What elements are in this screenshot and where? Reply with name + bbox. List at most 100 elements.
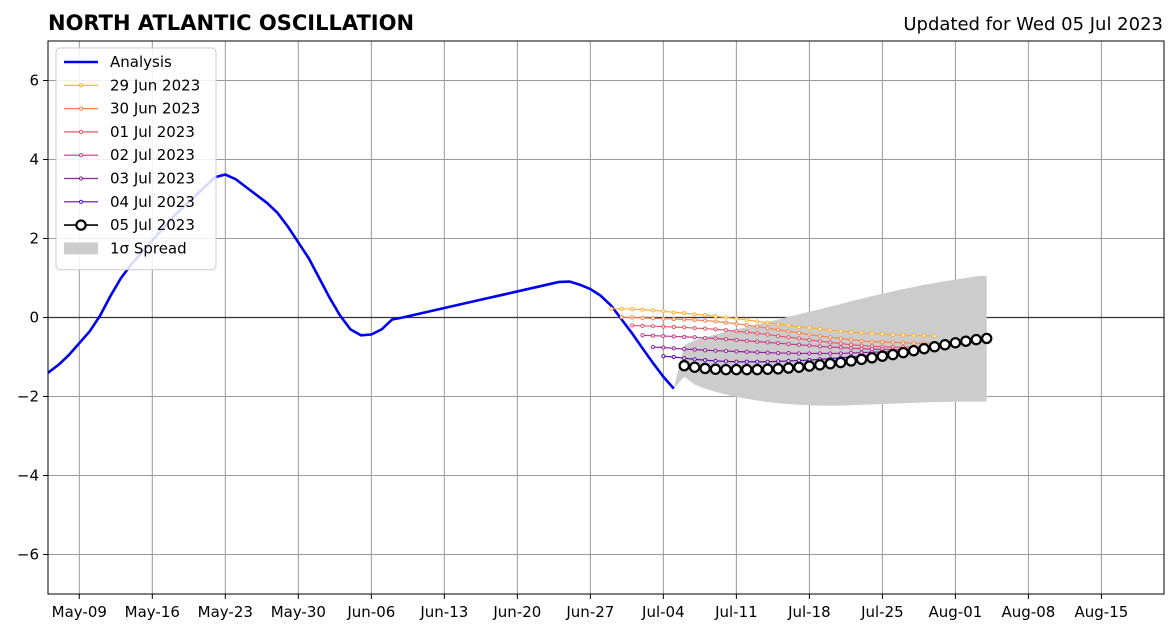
forecast-point-03-jul-2023 (765, 350, 770, 355)
y-tick-label: −6 (17, 546, 39, 564)
plot-series-group (48, 173, 993, 406)
forecast-point-05-jul-2023 (876, 350, 889, 362)
forecast-point-01-jul-2023 (713, 327, 718, 332)
forecast-point-04-jul-2023 (786, 358, 791, 364)
forecast-point-29-jun-2023 (817, 326, 822, 332)
forecast-point-05-jul-2023 (814, 359, 826, 371)
forecast-point-01-jul-2023 (682, 325, 687, 330)
forecast-point-30-jun-2023 (629, 315, 635, 320)
forecast-point-05-jul-2023 (803, 360, 816, 372)
forecast-point-02-jul-2023 (807, 343, 812, 348)
legend-marker-30-jun-2023 (78, 106, 84, 111)
chart-subtitle: Updated for Wed 05 Jul 2023 (903, 14, 1163, 35)
forecast-point-05-jul-2023 (970, 333, 982, 346)
forecast-point-02-jul-2023 (838, 345, 843, 350)
forecast-point-04-jul-2023 (775, 359, 781, 364)
forecast-point-02-jul-2023 (859, 346, 864, 351)
forecast-point-29-jun-2023 (911, 333, 916, 338)
forecast-point-03-jul-2023 (702, 348, 708, 353)
legend-marker-29-jun-2023 (78, 83, 84, 88)
forecast-point-05-jul-2023 (730, 363, 743, 376)
forecast-point-05-jul-2023 (960, 335, 972, 347)
legend-label-01-jul-2023: 01 Jul 2023 (110, 123, 195, 141)
forecast-point-30-jun-2023 (671, 316, 676, 322)
forecast-point-05-jul-2023 (907, 344, 920, 357)
forecast-point-30-jun-2023 (765, 326, 770, 331)
forecast-point-01-jul-2023 (650, 324, 656, 329)
forecast-point-05-jul-2023 (793, 361, 805, 373)
forecast-point-04-jul-2023 (692, 357, 697, 362)
forecast-point-02-jul-2023 (765, 340, 770, 345)
forecast-point-01-jul-2023 (755, 331, 760, 336)
legend-label-04-jul-2023: 04 Jul 2023 (110, 193, 195, 211)
chart-title: NORTH ATLANTIC OSCILLATION (48, 11, 414, 35)
x-tick-label: Jun-06 (346, 603, 395, 621)
forecast-point-04-jul-2023 (713, 358, 718, 364)
forecast-point-30-jun-2023 (911, 341, 916, 346)
forecast-point-29-jun-2023 (671, 310, 676, 315)
forecast-point-30-jun-2023 (723, 320, 729, 325)
forecast-point-05-jul-2023 (866, 352, 878, 364)
forecast-point-30-jun-2023 (890, 340, 895, 345)
forecast-point-30-jun-2023 (713, 319, 718, 324)
forecast-point-02-jul-2023 (650, 333, 656, 338)
forecast-point-03-jul-2023 (786, 350, 791, 356)
forecast-point-05-jul-2023 (709, 363, 722, 375)
forecast-point-29-jun-2023 (640, 307, 645, 312)
forecast-point-29-jun-2023 (723, 315, 729, 320)
legend: Analysis 29 Jun 2023 30 Jun 2023 01 Jul 202… (55, 47, 217, 271)
forecast-point-29-jun-2023 (619, 306, 624, 311)
legend-label-02-jul-2023: 02 Jul 2023 (110, 146, 195, 164)
forecast-point-05-jul-2023 (751, 363, 763, 376)
forecast-point-30-jun-2023 (901, 340, 906, 345)
forecast-point-01-jul-2023 (775, 333, 781, 339)
legend-label-spread: 1σ Spread (110, 239, 187, 257)
x-tick-label: Aug-15 (1075, 603, 1129, 621)
forecast-point-29-jun-2023 (661, 309, 666, 314)
x-tick-label: Aug-01 (929, 603, 983, 621)
forecast-point-29-jun-2023 (713, 314, 718, 319)
forecast-point-30-jun-2023 (775, 327, 781, 332)
forecast-point-04-jul-2023 (755, 359, 760, 364)
forecast-point-03-jul-2023 (744, 349, 749, 354)
forecast-point-03-jul-2023 (838, 351, 843, 356)
forecast-point-01-jul-2023 (786, 335, 791, 340)
forecast-line-03-jul-2023 (652, 346, 935, 355)
forecast-point-30-jun-2023 (838, 336, 843, 341)
forecast-point-03-jul-2023 (692, 347, 697, 352)
y-tick-label: 0 (29, 309, 39, 327)
forecast-point-01-jul-2023 (692, 326, 697, 331)
forecast-point-05-jul-2023 (928, 341, 941, 353)
x-tick-label: Aug-08 (1002, 603, 1056, 621)
forecast-point-03-jul-2023 (817, 351, 822, 356)
forecast-point-01-jul-2023 (838, 341, 843, 346)
forecast-point-29-jun-2023 (922, 333, 927, 338)
forecast-point-30-jun-2023 (744, 322, 749, 328)
forecast-point-01-jul-2023 (723, 328, 729, 333)
x-tick-label: Jul-18 (787, 603, 831, 621)
forecast-point-29-jun-2023 (650, 308, 656, 313)
x-tick-label: Jun-27 (565, 603, 614, 621)
forecast-point-02-jul-2023 (828, 345, 833, 350)
forecast-point-05-jul-2023 (939, 339, 951, 351)
forecast-point-02-jul-2023 (723, 337, 729, 342)
forecast-point-02-jul-2023 (713, 336, 718, 341)
x-tick-label: May-30 (271, 603, 326, 621)
forecast-point-29-jun-2023 (702, 313, 708, 318)
forecast-point-04-jul-2023 (723, 359, 729, 364)
forecast-point-05-jul-2023 (782, 362, 795, 374)
forecast-point-02-jul-2023 (786, 341, 791, 347)
forecast-point-03-jul-2023 (671, 346, 676, 351)
forecast-point-29-jun-2023 (838, 329, 843, 334)
forecast-point-01-jul-2023 (849, 342, 854, 347)
forecast-point-05-jul-2023 (834, 356, 847, 369)
forecast-point-01-jul-2023 (671, 324, 676, 330)
forecast-point-03-jul-2023 (828, 351, 833, 356)
forecast-point-30-jun-2023 (817, 333, 822, 339)
forecast-point-05-jul-2023 (949, 337, 962, 349)
forecast-point-29-jun-2023 (796, 324, 802, 330)
forecast-point-29-jun-2023 (807, 325, 812, 330)
forecast-point-03-jul-2023 (796, 351, 802, 356)
forecast-point-03-jul-2023 (723, 348, 729, 354)
